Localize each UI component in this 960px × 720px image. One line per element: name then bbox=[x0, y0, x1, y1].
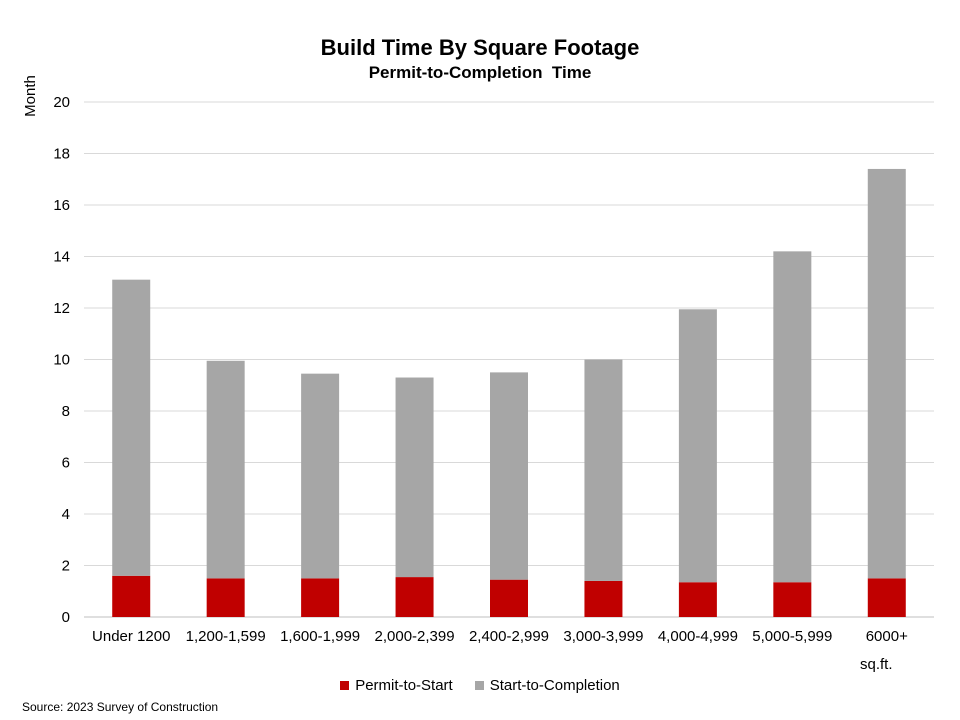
y-tick-label: 10 bbox=[53, 352, 70, 369]
y-tick-label: 6 bbox=[62, 455, 70, 472]
x-tick-label: 1,200-1,599 bbox=[186, 628, 266, 645]
chart-title: Build Time By Square Footage bbox=[0, 35, 960, 61]
bar-segment-start-to-completion bbox=[679, 309, 717, 582]
bar-segment-permit-to-start bbox=[868, 578, 906, 617]
bar-segment-permit-to-start bbox=[396, 577, 434, 617]
bar-segment-start-to-completion bbox=[396, 378, 434, 578]
bar-segment-start-to-completion bbox=[584, 360, 622, 581]
x-tick-label: 4,000-4,999 bbox=[658, 628, 738, 645]
x-tick-label: 6000+ bbox=[866, 628, 908, 645]
y-axis-label: Month bbox=[22, 56, 40, 136]
x-tick-label: 1,600-1,999 bbox=[280, 628, 360, 645]
y-tick-label: 12 bbox=[53, 300, 70, 317]
x-tick-label: Under 1200 bbox=[92, 628, 170, 645]
y-tick-label: 16 bbox=[53, 197, 70, 214]
bar-segment-permit-to-start bbox=[584, 581, 622, 617]
bar-segment-start-to-completion bbox=[490, 372, 528, 579]
y-tick-label: 2 bbox=[62, 558, 70, 575]
bar-segment-permit-to-start bbox=[112, 576, 150, 617]
bar-segment-permit-to-start bbox=[301, 578, 339, 617]
source-note: Source: 2023 Survey of Construction bbox=[22, 700, 218, 714]
bar-segment-permit-to-start bbox=[490, 580, 528, 617]
y-tick-label: 4 bbox=[62, 506, 70, 523]
bar-segment-permit-to-start bbox=[207, 578, 245, 617]
legend-label-start-to-completion: Start-to-Completion bbox=[490, 677, 620, 694]
legend-item-start-to-completion: Start-to-Completion bbox=[475, 677, 620, 694]
x-tick-label: 2,400-2,999 bbox=[469, 628, 549, 645]
bar-segment-permit-to-start bbox=[773, 582, 811, 617]
x-tick-label: 3,000-3,999 bbox=[563, 628, 643, 645]
bar-segment-start-to-completion bbox=[301, 374, 339, 579]
bar-segment-permit-to-start bbox=[679, 582, 717, 617]
legend-swatch-permit-to-start bbox=[340, 681, 349, 690]
legend-item-permit-to-start: Permit-to-Start bbox=[340, 677, 453, 694]
y-tick-label: 14 bbox=[53, 249, 70, 266]
y-tick-label: 0 bbox=[62, 609, 70, 626]
legend-label-permit-to-start: Permit-to-Start bbox=[355, 677, 453, 694]
bar-segment-start-to-completion bbox=[773, 251, 811, 582]
y-tick-label: 20 bbox=[53, 94, 70, 111]
bar-segment-start-to-completion bbox=[868, 169, 906, 578]
legend: Permit-to-Start Start-to-Completion bbox=[0, 677, 960, 694]
bar-segment-start-to-completion bbox=[207, 361, 245, 579]
x-tick-label: 5,000-5,999 bbox=[752, 628, 832, 645]
x-tick-label: 2,000-2,399 bbox=[375, 628, 455, 645]
bar-segment-start-to-completion bbox=[112, 280, 150, 576]
y-tick-label: 8 bbox=[62, 403, 70, 420]
x-axis-unit-label: sq.ft. bbox=[860, 656, 893, 673]
legend-swatch-start-to-completion bbox=[475, 681, 484, 690]
y-tick-label: 18 bbox=[53, 146, 70, 163]
chart-subtitle: Permit-to-Completion Time bbox=[0, 63, 960, 83]
